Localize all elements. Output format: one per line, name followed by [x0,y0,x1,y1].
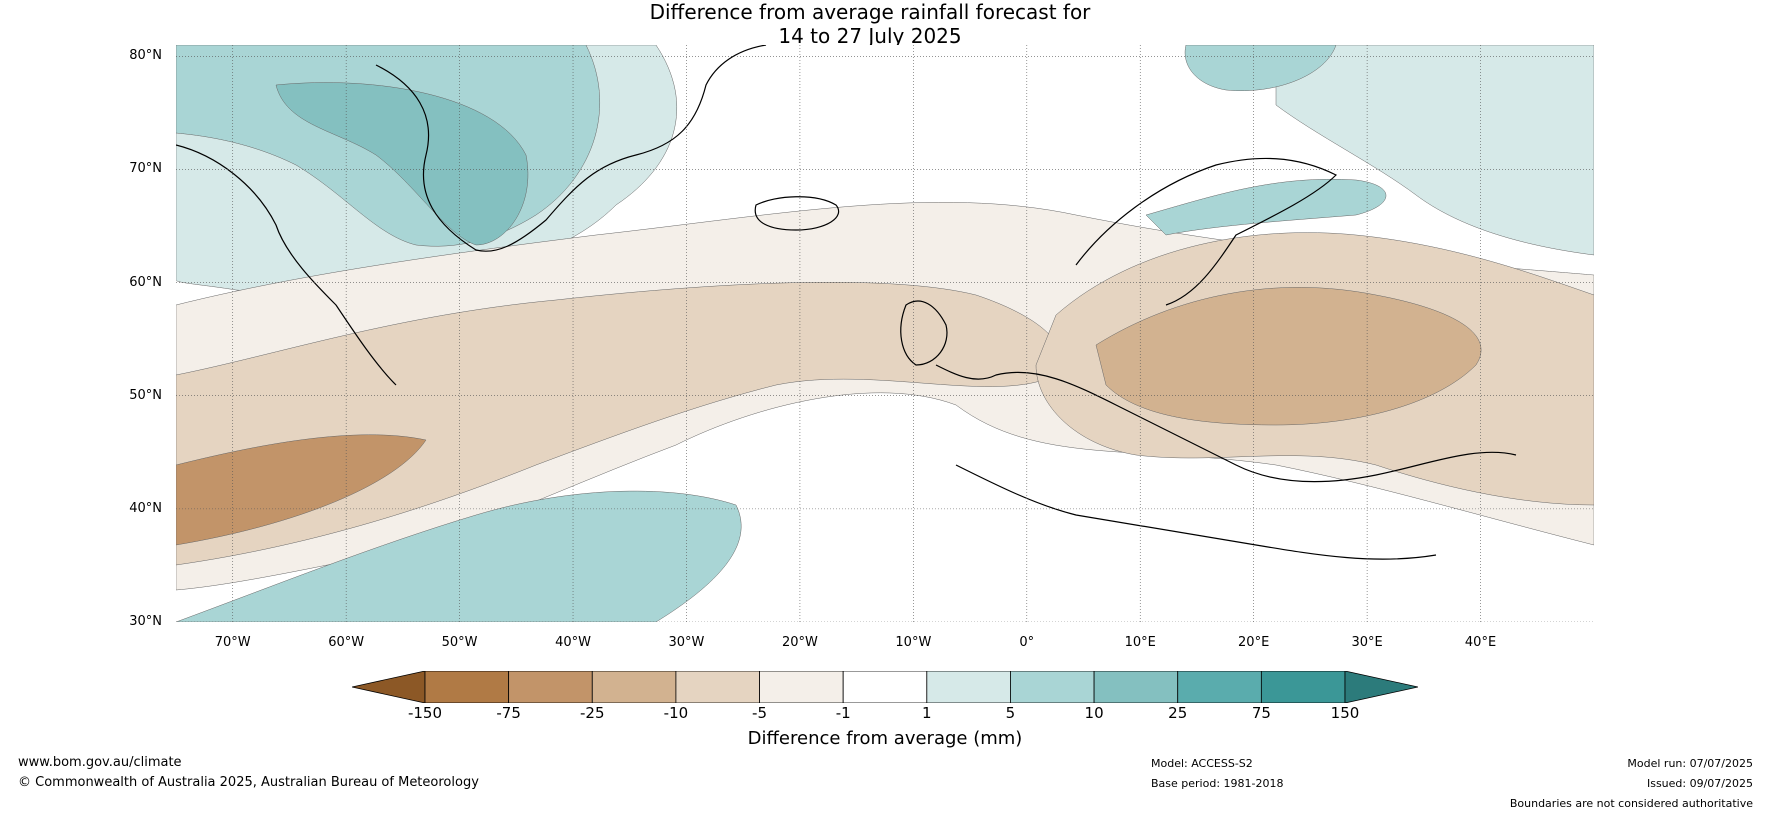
colorbar-extend-low [352,671,426,703]
north-america-dry [176,434,427,546]
latitude-label: 80°N [129,48,162,64]
colorbar-tick-label: -25 [580,704,605,722]
colorbar-tick-label: 5 [1005,704,1016,722]
british-isles-coast [900,300,948,366]
colorbar-tick-label: 25 [1168,704,1188,722]
longitude-label: 40°E [1464,635,1497,650]
latitude-label: 30°N [129,614,162,629]
longitude-label: 10°E [1124,635,1156,650]
europe-dry-core [1095,287,1482,426]
latitude-label: 40°N [129,500,162,516]
colorbar-segment [759,671,844,703]
labrador-coast [176,144,397,386]
longitude-label: 30°W [668,635,705,650]
longitude-label: 10°W [895,635,932,650]
colorbar-segment [1260,671,1346,703]
gridlines [176,45,1594,622]
colorbar-segment [591,671,677,703]
longitude-label: 70°W [214,635,251,650]
norway-wet-zone [1145,179,1387,236]
disclaimer-text: Boundaries are not considered authoritat… [1509,797,1753,810]
colorbar [352,671,1418,703]
colorbar-tick-label: -10 [663,704,689,722]
barents-wet-zone [1275,45,1594,256]
colorbar-segment [1177,671,1262,703]
latitude-label: 50°N [129,387,162,403]
colorbar-tick-label: -1 [835,704,851,722]
map-canvas [176,45,1594,622]
base-period: Base period: 1981-2018 [1151,777,1284,790]
colorbar-tick-label: -75 [496,704,521,722]
colorbar-title: Difference from average (mm) [747,728,1023,749]
colorbar-tick-label: 75 [1251,704,1271,722]
colorbar-segment [842,671,928,703]
scandinavia-coast [1075,157,1338,306]
colorbar-tick-label: 10 [1084,704,1104,722]
latitude-label: 60°N [129,274,162,290]
longitude-label: 20°W [781,635,818,650]
coastlines [176,45,1517,560]
colorbar-tick-label: -5 [752,704,768,722]
title-line-1: Difference from average rainfall forecas… [649,0,1091,24]
longitude-label: 50°W [441,635,478,650]
greenland-wet-inner [275,82,529,246]
colorbar-extend-high [1344,671,1418,703]
mediterranean-coast [955,464,1437,560]
colorbar-segment [424,671,510,703]
colorbar-tick-label: 150 [1330,704,1360,722]
title-line-2: 14 to 27 July 2025 [778,24,962,48]
europe-coast [935,364,1517,483]
model-run-date: Model run: 07/07/2025 [1627,757,1753,770]
model-name: Model: ACCESS-S2 [1151,757,1253,770]
colorbar-segment [926,671,1011,703]
subtropical-wet-zone [176,490,742,622]
website-text: www.bom.gov.au/climate [18,755,182,770]
colorbar-tick-label: 1 [922,704,932,722]
issued-date: Issued: 09/07/2025 [1646,777,1753,790]
colorbar-segment [1093,671,1179,703]
iceland-coast [754,196,840,231]
colorbar-segment [675,671,760,703]
longitude-label: 20°E [1238,635,1270,650]
longitude-label: 40°W [555,635,591,650]
rainfall-anomaly-map [176,45,1594,622]
colorbar-segment [1010,671,1095,703]
longitude-label: 0° [1019,635,1035,650]
greenland-coast [375,45,767,252]
longitude-label: 60°W [328,635,365,650]
longitude-label: 30°E [1351,635,1383,650]
copyright-text: © Commonwealth of Australia 2025, Austra… [18,775,479,790]
colorbar-segment [508,671,593,703]
latitude-label: 70°N [129,161,162,177]
colorbar-tick-label: -150 [407,704,443,722]
map-title: Difference from average rainfall forecas… [0,0,1740,48]
